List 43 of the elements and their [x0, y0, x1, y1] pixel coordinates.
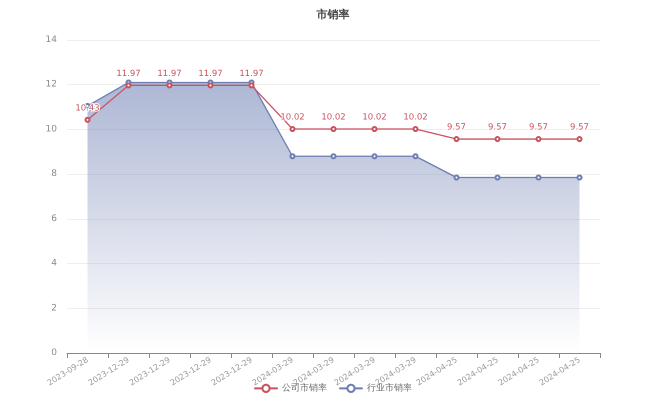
point — [536, 174, 542, 180]
data-label: 9.57 — [570, 122, 589, 133]
point — [126, 82, 132, 88]
y-tick-label: 6 — [51, 214, 58, 224]
data-label: 9.57 — [488, 122, 507, 133]
data-label: 11.97 — [116, 68, 141, 79]
point — [248, 82, 254, 88]
point — [454, 174, 460, 180]
data-label: 11.97 — [157, 68, 182, 79]
y-tick-label: 0 — [51, 348, 58, 358]
data-label: 11.97 — [239, 68, 264, 79]
data-label: 10.43 — [75, 103, 100, 114]
y-tick-label: 10 — [46, 124, 58, 134]
chart-title: 市销率 — [316, 8, 350, 21]
y-tick-label: 14 — [46, 35, 58, 45]
y-tick-label: 2 — [51, 303, 57, 314]
point — [208, 82, 214, 88]
point — [330, 153, 336, 160]
point — [372, 153, 378, 160]
point — [166, 82, 172, 88]
data-label: 11.97 — [198, 68, 223, 79]
data-label: 9.57 — [447, 122, 466, 133]
point — [290, 126, 296, 132]
point — [494, 136, 500, 142]
point — [330, 126, 336, 132]
y-tick-label: 4 — [51, 258, 58, 269]
y-tick-label: 8 — [51, 169, 58, 180]
point — [84, 116, 90, 123]
point — [290, 153, 296, 160]
point — [454, 136, 460, 142]
point — [536, 136, 542, 142]
data-label: 10.02 — [362, 112, 387, 122]
y-tick-label: 12 — [46, 80, 57, 90]
data-label: 10.02 — [321, 112, 346, 122]
point — [494, 174, 500, 180]
point — [412, 126, 418, 132]
point — [576, 174, 582, 180]
point — [372, 126, 378, 132]
point — [412, 153, 418, 160]
point — [576, 136, 582, 142]
data-label: 9.57 — [529, 122, 548, 133]
data-label: 10.02 — [403, 112, 428, 122]
data-label: 10.02 — [280, 112, 305, 122]
